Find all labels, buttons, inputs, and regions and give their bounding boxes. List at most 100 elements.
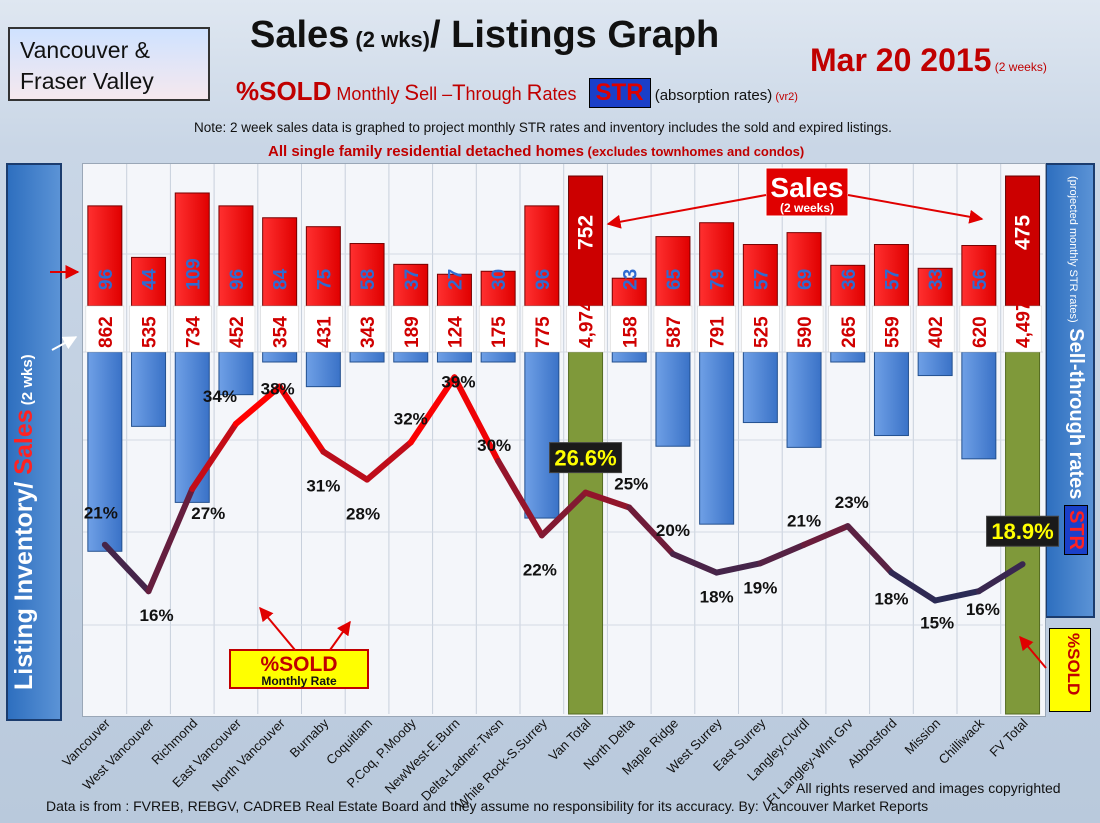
listing-value-label: 4,497: [1014, 300, 1035, 348]
sales-bar: [349, 243, 385, 307]
pct-label: 30%: [477, 436, 511, 455]
sales-value-label: 84: [271, 268, 292, 290]
listing-value-label: 4,974: [577, 300, 598, 348]
arrow-fv-total: [847, 194, 984, 224]
pct-label: 28%: [346, 505, 380, 524]
total-pct-label: 26.6%: [554, 446, 616, 471]
str-line-segment: [320, 448, 371, 483]
sales-annotation-title: Sales: [770, 172, 843, 203]
listings-bar: [786, 351, 822, 448]
listing-label-box: [347, 305, 387, 353]
pct-label: 27%: [191, 504, 225, 523]
subtitle-p7: R: [526, 80, 543, 105]
listing-label-box: [872, 305, 911, 353]
sales-bar: [699, 222, 735, 307]
listing-value-label: 431: [314, 316, 335, 348]
listing-label-box: [566, 305, 605, 353]
chart-title: Sales (2 wks)/ Listings Graph: [250, 14, 719, 57]
sales-value-label: 75: [314, 268, 335, 290]
listing-label-box: [129, 305, 168, 353]
sales-value-label: 79: [708, 269, 729, 290]
pct-label: 31%: [306, 477, 340, 496]
listing-label-box: [610, 305, 649, 353]
pct-label: 21%: [84, 504, 118, 523]
listings-bar: [87, 351, 123, 552]
str-line-segment: [451, 374, 502, 464]
listing-value-label: 559: [882, 316, 903, 348]
subtitle-absorption: (absorption rates): [650, 87, 773, 104]
str-line-segment: [626, 504, 676, 557]
listing-label-box: [915, 305, 955, 353]
report-date: Mar 20 2015 (2 weeks): [810, 42, 1047, 79]
listings-bar: [436, 351, 472, 363]
sales-value-label: 27: [445, 269, 466, 290]
footer-source: Data is from : FVREB, REBGV, CADREB Real…: [46, 798, 929, 814]
listing-value-label: 862: [96, 316, 117, 348]
sales-value-label: 57: [882, 269, 903, 290]
listing-label-box: [959, 305, 999, 353]
listing-value-label: 265: [839, 316, 860, 348]
pct-label: 38%: [261, 380, 295, 399]
pct-label: 18%: [874, 590, 908, 609]
note-homes: All single family residential detached h…: [268, 143, 804, 160]
sales-value-label: 69: [795, 269, 816, 290]
listing-label-box: [85, 305, 125, 353]
listings-bar: [742, 351, 778, 424]
str-badge: STR: [588, 78, 651, 108]
note-homes-small: (excludes townhomes and condos): [583, 144, 805, 159]
sales-value-label: 56: [970, 269, 991, 290]
listing-label-box: [653, 305, 693, 353]
str-line-segment: [975, 561, 1026, 595]
str-line-segment: [538, 489, 589, 539]
listings-bar: [131, 351, 167, 427]
title-small: (2 wks): [349, 27, 431, 52]
listings-bar: [262, 351, 298, 363]
sales-bar: [786, 232, 822, 307]
listings-bar: [961, 351, 997, 460]
sales-value-label: 37: [402, 269, 423, 290]
listing-value-label: 354: [271, 316, 292, 348]
listing-value-label: 343: [358, 316, 379, 348]
listings-bar: [655, 351, 691, 447]
listing-value-label: 587: [664, 316, 685, 348]
listing-label-box: [828, 305, 867, 353]
date-small: (2 weeks): [991, 60, 1047, 74]
sales-bar: [1005, 175, 1041, 307]
pct-label: 39%: [441, 372, 475, 391]
listing-label-box: [391, 305, 430, 353]
str-line-segment: [364, 439, 414, 483]
listing-value-label: 734: [183, 316, 204, 348]
category-label: FV Total: [987, 715, 1031, 759]
listing-label-box: [522, 305, 562, 353]
str-line-segment: [801, 523, 851, 548]
pct-label: 19%: [743, 578, 777, 597]
listing-label-box: [697, 305, 736, 353]
sold-annotation-box: [229, 649, 369, 689]
listings-bar: [305, 351, 341, 388]
arrow-sold-right: [329, 620, 351, 651]
sales-value-label: 475: [1012, 215, 1035, 250]
pct-label: 15%: [920, 614, 954, 633]
sales-value-label: 96: [533, 269, 554, 290]
pct-label: 22%: [523, 560, 557, 579]
pct-label: 20%: [656, 521, 690, 540]
str-line-segment: [407, 374, 458, 446]
pct-label: 16%: [140, 606, 174, 625]
sales-bar: [436, 273, 472, 307]
left-axis-panel: [6, 163, 62, 721]
sales-value-label: 33: [926, 269, 947, 290]
listing-label-box: [260, 305, 299, 353]
pct-label: 25%: [614, 475, 648, 494]
sold-annotation-sub: Monthly Rate: [261, 674, 337, 688]
listing-value-label: 620: [970, 316, 991, 348]
str-line-segment: [713, 560, 764, 576]
listing-value-label: 175: [489, 316, 510, 348]
listings-bar: [393, 351, 429, 363]
subtitle-p2: Monthly: [331, 84, 405, 104]
title-rest: / Listings Graph: [430, 14, 720, 56]
sales-bar: [611, 277, 647, 307]
footer-rights: All rights reserved and images copyright…: [796, 780, 1061, 796]
listing-label-box: [304, 305, 343, 353]
pct-label: 34%: [203, 387, 237, 406]
sales-value-label: 23: [620, 269, 641, 290]
